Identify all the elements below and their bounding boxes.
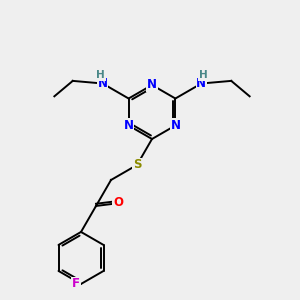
Text: O: O xyxy=(113,196,123,209)
Text: N: N xyxy=(147,79,157,92)
Text: H: H xyxy=(199,70,208,80)
Text: N: N xyxy=(196,77,206,90)
Text: H: H xyxy=(96,70,105,80)
Text: N: N xyxy=(124,119,134,132)
Text: F: F xyxy=(72,278,80,290)
Text: N: N xyxy=(170,119,180,132)
Text: S: S xyxy=(133,158,141,172)
Text: N: N xyxy=(98,77,108,90)
